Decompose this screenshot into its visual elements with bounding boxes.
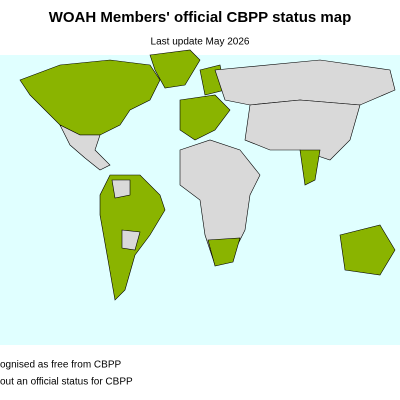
greenland xyxy=(149,49,201,89)
map-subtitle: Last update May 2026 xyxy=(151,37,250,48)
paraguay-region xyxy=(121,229,141,251)
map-title: WOAH Members' official CBPP status map xyxy=(49,9,352,26)
legend-label: out an official status for CBPP xyxy=(0,377,133,388)
venezuela-region xyxy=(111,179,131,199)
north-america xyxy=(19,59,161,136)
india xyxy=(299,149,321,186)
europe xyxy=(179,94,231,141)
australia xyxy=(339,224,396,276)
southern-africa xyxy=(207,237,241,267)
legend-label: ognised as free from CBPP xyxy=(0,360,121,371)
mexico-central-america xyxy=(59,124,111,171)
asia xyxy=(244,99,361,161)
countries xyxy=(19,49,396,301)
